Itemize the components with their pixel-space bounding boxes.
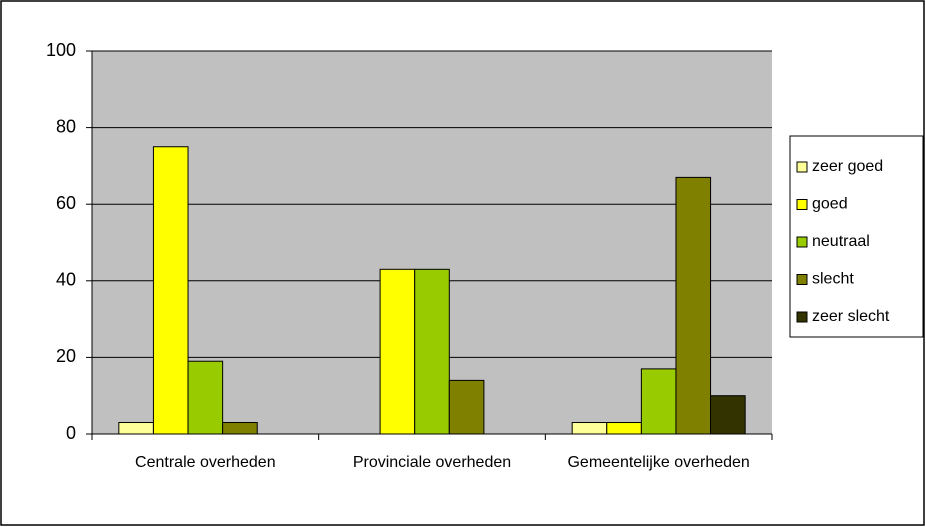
x-tick-label: Gemeentelijke overheden bbox=[567, 454, 750, 471]
legend-box bbox=[789, 135, 924, 338]
bar bbox=[414, 268, 450, 435]
bar bbox=[640, 368, 677, 435]
y-tick-label: 40 bbox=[56, 270, 76, 290]
legend-swatch bbox=[796, 161, 808, 173]
bar bbox=[710, 395, 746, 435]
y-tick-label: 20 bbox=[56, 346, 76, 366]
legend-label: zeer slecht bbox=[812, 308, 890, 325]
legend-label: zeer goed bbox=[812, 158, 883, 175]
legend-label: goed bbox=[812, 196, 848, 213]
bar bbox=[448, 379, 485, 435]
legend-label: slecht bbox=[812, 271, 854, 288]
bar bbox=[187, 360, 224, 435]
bar bbox=[152, 146, 189, 435]
bar bbox=[606, 422, 642, 435]
y-tick-label: 0 bbox=[66, 423, 76, 443]
legend-swatch bbox=[796, 274, 808, 285]
y-tick-label: 100 bbox=[46, 40, 76, 60]
legend-swatch bbox=[796, 199, 808, 210]
y-tick-label: 80 bbox=[56, 116, 76, 136]
legend-swatch bbox=[796, 236, 808, 248]
legend-label: neutraal bbox=[812, 233, 870, 250]
x-tick-label: Centrale overheden bbox=[135, 454, 276, 471]
bar bbox=[571, 422, 608, 435]
bar bbox=[675, 176, 712, 435]
bar bbox=[222, 422, 258, 435]
x-tick-label: Provinciale overheden bbox=[352, 454, 512, 471]
bar bbox=[118, 422, 154, 435]
y-tick-label: 60 bbox=[56, 193, 76, 213]
legend-swatch bbox=[796, 311, 808, 323]
bar bbox=[379, 268, 416, 435]
